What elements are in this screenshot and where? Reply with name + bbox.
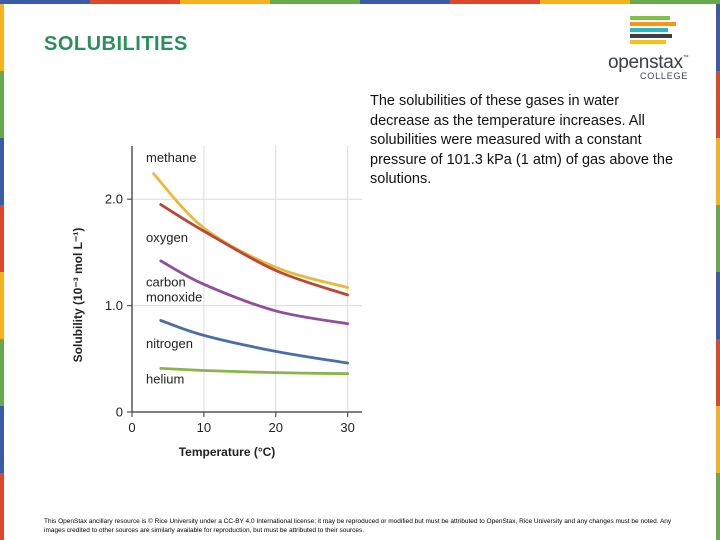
frame-stripe <box>450 0 540 4</box>
frame-stripe <box>716 71 720 138</box>
openstax-logo: openstax™ COLLEGE <box>608 16 698 82</box>
y-tick-label: 0 <box>116 405 123 420</box>
license-footer: This OpenStax ancillary resource is © Ri… <box>44 518 672 534</box>
slide-description: The solubilities of these gases in water… <box>370 93 674 187</box>
frame-stripe <box>0 473 4 540</box>
frame-stripe <box>630 0 720 4</box>
frame-stripe <box>0 406 4 473</box>
frame-stripe <box>180 0 270 4</box>
logo-bar <box>630 28 668 32</box>
frame-stripe <box>0 138 4 205</box>
logo-subtitle: COLLEGE <box>640 71 689 81</box>
y-tick-label: 2.0 <box>105 192 123 207</box>
logo-wordmark: openstax™ <box>608 52 689 73</box>
series-line-helium <box>159 366 350 376</box>
series-label: helium <box>146 371 184 386</box>
series-label-line: methane <box>146 150 197 165</box>
frame-stripe <box>0 272 4 339</box>
series-label: carbon monoxide <box>146 274 202 304</box>
series-label-line: nitrogen <box>146 336 193 351</box>
frame-stripe <box>716 339 720 406</box>
series-line-oxygen <box>159 203 350 297</box>
logo-bars-icon <box>630 16 676 46</box>
frame-stripe <box>360 0 450 4</box>
frame-stripe <box>716 4 720 71</box>
frame-stripe <box>716 138 720 205</box>
series-line-nitrogen <box>159 319 350 365</box>
x-tick-label: 30 <box>340 420 354 435</box>
logo-bar <box>630 22 676 26</box>
series-label: nitrogen <box>146 336 193 351</box>
x-tick-label: 20 <box>269 420 283 435</box>
slide-title: SOLUBILITIES <box>44 33 188 55</box>
y-axis-label: Solubility (10⁻³ mol L⁻¹) <box>71 228 85 363</box>
frame-stripe <box>0 205 4 272</box>
logo-bar <box>630 16 670 20</box>
series-label: methane <box>146 150 197 165</box>
frame-stripe <box>716 473 720 540</box>
frame-stripe <box>0 0 90 4</box>
series-label-line: helium <box>146 371 184 386</box>
solubility-chart: 0 10 20 30 0 1.0 2.0 Temperature (°C) Solubility… <box>71 146 362 459</box>
frame-stripe <box>716 205 720 272</box>
frame-stripe <box>0 4 4 71</box>
series-line-carbon-monoxide <box>159 259 350 326</box>
frame-stripe <box>0 339 4 406</box>
x-tick-label: 0 <box>128 420 135 435</box>
series-label: oxygen <box>146 230 188 245</box>
x-tick-label: 10 <box>197 420 211 435</box>
frame-stripe <box>270 0 360 4</box>
frame-stripe <box>716 272 720 339</box>
frame-top <box>0 0 720 4</box>
series-label-line: oxygen <box>146 230 188 245</box>
logo-bar <box>630 34 672 38</box>
frame-stripe <box>540 0 630 4</box>
x-axis-label: Temperature (°C) <box>179 445 276 459</box>
series-label-line: carbon <box>146 274 186 289</box>
series-label-line: monoxide <box>146 289 202 304</box>
frame-stripe <box>716 406 720 473</box>
frame-stripe <box>90 0 180 4</box>
logo-bar <box>630 40 666 44</box>
y-tick-label: 1.0 <box>105 298 123 313</box>
frame-stripe <box>0 71 4 138</box>
frame-right <box>716 4 720 540</box>
frame-left <box>0 4 4 540</box>
